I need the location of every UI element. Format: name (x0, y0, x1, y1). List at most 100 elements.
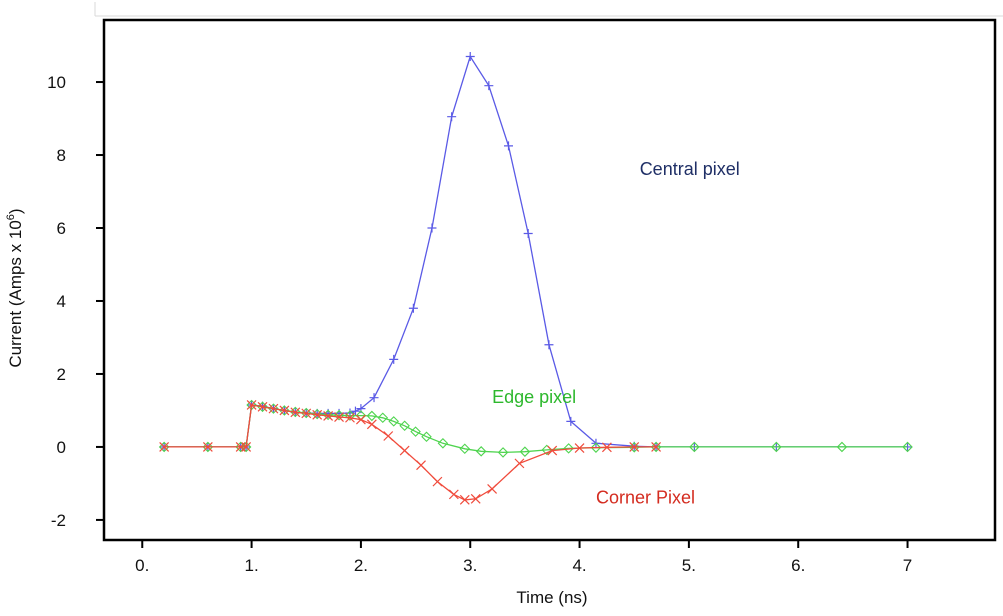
series-line (164, 404, 657, 501)
data-point (519, 446, 531, 457)
data-point (771, 441, 782, 453)
x-tick-label: 6. (791, 556, 805, 575)
data-point (383, 431, 394, 441)
data-point (268, 403, 279, 414)
x-tick-label: 3. (463, 556, 477, 575)
data-point (447, 112, 457, 122)
y-axis-label-suffix: ) (6, 208, 25, 214)
data-point (504, 141, 514, 151)
data-point (389, 354, 399, 364)
data-point (902, 441, 913, 453)
data-point (497, 447, 509, 458)
x-tick-label: 7 (903, 556, 912, 575)
data-point (355, 414, 366, 425)
data-point (241, 442, 252, 452)
series-line (164, 404, 908, 454)
data-point (399, 445, 410, 456)
data-point (547, 445, 558, 456)
y-tick-label: 8 (57, 146, 66, 165)
data-point (523, 228, 533, 238)
data-point (566, 416, 576, 426)
data-point (366, 410, 378, 422)
data-point (323, 411, 334, 421)
x-tick-label: 2. (354, 556, 368, 575)
data-point (421, 431, 432, 443)
data-point (159, 442, 170, 452)
data-point (290, 406, 301, 418)
data-point (563, 443, 574, 454)
data-point (257, 401, 268, 413)
data-point (410, 426, 421, 437)
y-axis-label-superscript: 6 (5, 214, 17, 220)
y-axis-label: Current (Amps x 106) (5, 208, 25, 367)
data-point (437, 438, 449, 449)
data-point (279, 405, 290, 416)
data-point (650, 441, 662, 453)
data-point (366, 419, 377, 430)
data-point (345, 412, 355, 423)
data-point (202, 442, 213, 452)
data-point (202, 441, 214, 453)
x-axis-label: Time (ns) (516, 588, 587, 607)
data-point (689, 441, 700, 453)
data-point (629, 442, 640, 452)
data-point (334, 412, 344, 422)
data-point (475, 446, 487, 457)
data-point (459, 494, 470, 505)
data-point (300, 407, 312, 419)
data-point (240, 441, 252, 453)
data-point (279, 405, 290, 416)
data-point (246, 400, 257, 410)
data-point (651, 442, 662, 452)
y-axis-label-text: Current (Amps x 10 (6, 220, 25, 367)
plot-frame (102, 18, 997, 542)
x-tick-label: 1. (244, 556, 258, 575)
data-point (601, 442, 612, 453)
data-point (158, 441, 170, 453)
series-label: Central pixel (640, 159, 740, 179)
data-point (514, 458, 525, 469)
data-point (268, 403, 279, 414)
series-label: Corner Pixel (596, 488, 695, 508)
series-label: Edge pixel (492, 387, 576, 407)
x-tick-label: 5. (682, 556, 696, 575)
data-point (388, 416, 399, 427)
data-point (257, 401, 268, 412)
data-point (836, 441, 848, 453)
data-point (312, 409, 323, 420)
data-point (427, 223, 437, 233)
y-tick-label: 4 (57, 292, 66, 311)
x-tick-label: 4. (572, 556, 586, 575)
data-point (369, 393, 379, 403)
data-point (377, 412, 389, 424)
y-tick-label: 2 (57, 365, 66, 384)
y-tick-label: 0 (57, 438, 66, 457)
y-tick-label: -2 (51, 511, 66, 530)
data-point (448, 489, 459, 500)
data-point (487, 483, 498, 494)
data-point (544, 340, 554, 350)
data-point (484, 81, 494, 91)
data-point (628, 442, 640, 453)
data-point (408, 303, 418, 313)
x-axis: 0. 1. 2. 3. 4. 5. 6. 7 (135, 540, 912, 575)
data-point (590, 442, 602, 453)
data-point (470, 493, 481, 504)
annotations: Central pixel Edge pixel Corner Pixel (492, 159, 740, 507)
x-tick-label: 0. (135, 556, 149, 575)
y-axis: -2 0 2 4 6 8 10 (47, 73, 104, 530)
data-point (290, 407, 301, 418)
y-tick-label: 6 (57, 219, 66, 238)
data-point (301, 408, 312, 419)
data-point (432, 476, 443, 487)
data-point (350, 406, 360, 416)
series-layer (158, 51, 913, 505)
data-point (399, 420, 410, 432)
data-point (574, 443, 585, 453)
data-point (459, 443, 471, 455)
data-point (416, 460, 426, 471)
y-tick-label: 10 (47, 73, 66, 92)
data-point (465, 51, 475, 61)
